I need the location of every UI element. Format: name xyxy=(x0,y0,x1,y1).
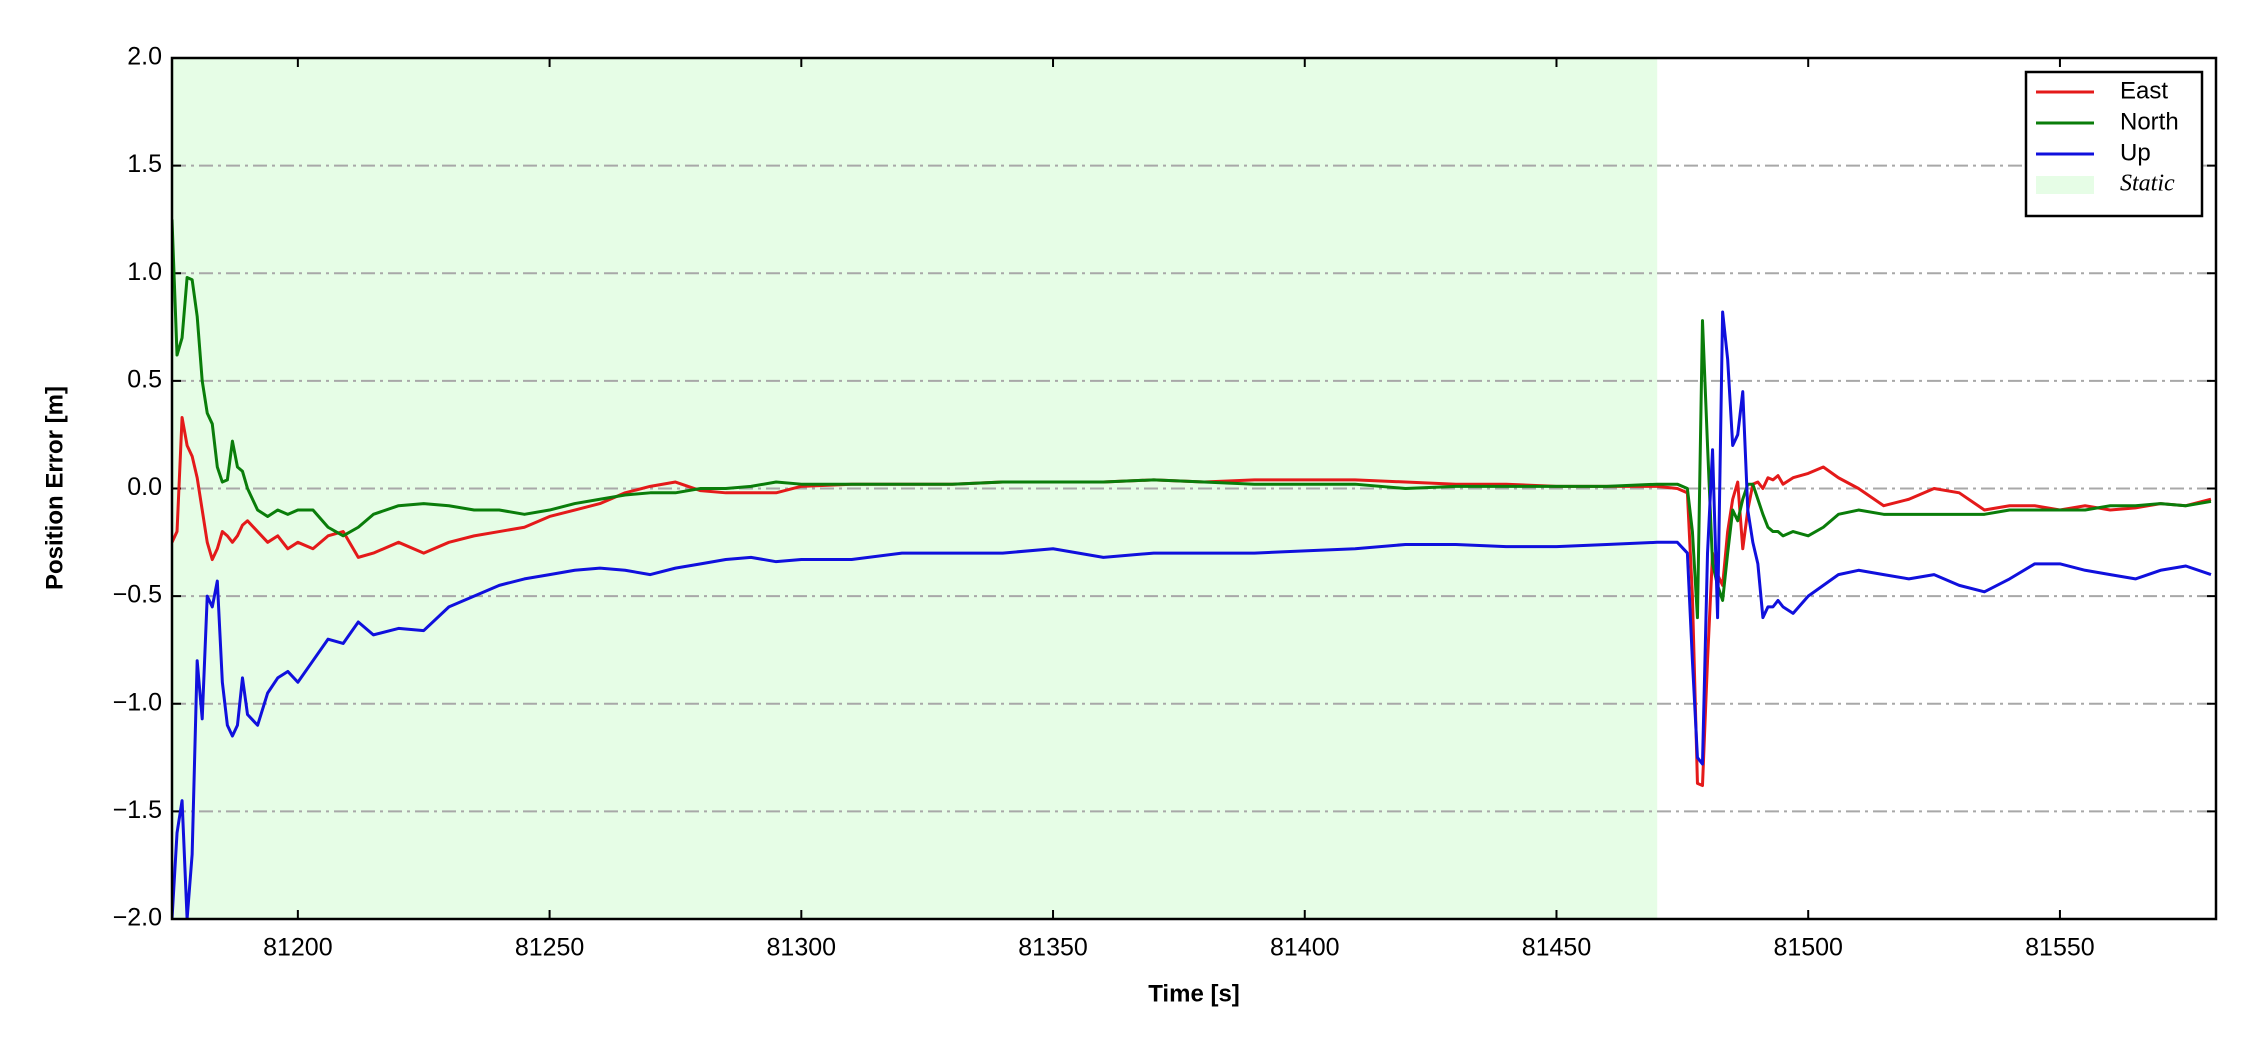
legend-label: Static xyxy=(2120,171,2175,197)
y-tick-label: 2.0 xyxy=(127,43,162,71)
x-tick-label: 81250 xyxy=(515,934,585,962)
y-tick-label: −2.0 xyxy=(113,904,162,932)
x-tick-label: 81450 xyxy=(1522,934,1592,962)
x-tick-label: 81550 xyxy=(2025,934,2095,962)
y-tick-label: 1.5 xyxy=(127,150,162,178)
legend-box xyxy=(2024,70,2204,218)
x-tick-label: 81200 xyxy=(263,934,333,962)
x-tick-label: 81400 xyxy=(1270,934,1340,962)
x-tick-label: 81500 xyxy=(1773,934,1843,962)
legend-swatch xyxy=(2036,176,2094,194)
series-line xyxy=(172,219,2212,620)
y-tick-label: 0.5 xyxy=(127,365,162,393)
y-tick-label: −0.5 xyxy=(113,581,162,609)
legend-label: East xyxy=(2120,77,2168,104)
y-axis-title: Position Error [m] xyxy=(41,386,68,590)
x-axis-title: Time [s] xyxy=(1148,980,1240,1007)
series-line xyxy=(172,310,2212,919)
y-tick-label: 0.0 xyxy=(127,473,162,501)
legend-label: North xyxy=(2120,108,2179,135)
plot-frame xyxy=(170,56,2218,921)
legend-label: Up xyxy=(2120,139,2151,166)
y-tick-label: 1.0 xyxy=(127,258,162,286)
y-tick-label: −1.0 xyxy=(113,688,162,716)
x-tick-label: 81350 xyxy=(1018,934,1088,962)
plot-lines xyxy=(172,219,2212,919)
y-tick-label: −1.5 xyxy=(113,796,162,824)
x-tick-label: 81300 xyxy=(767,934,837,962)
